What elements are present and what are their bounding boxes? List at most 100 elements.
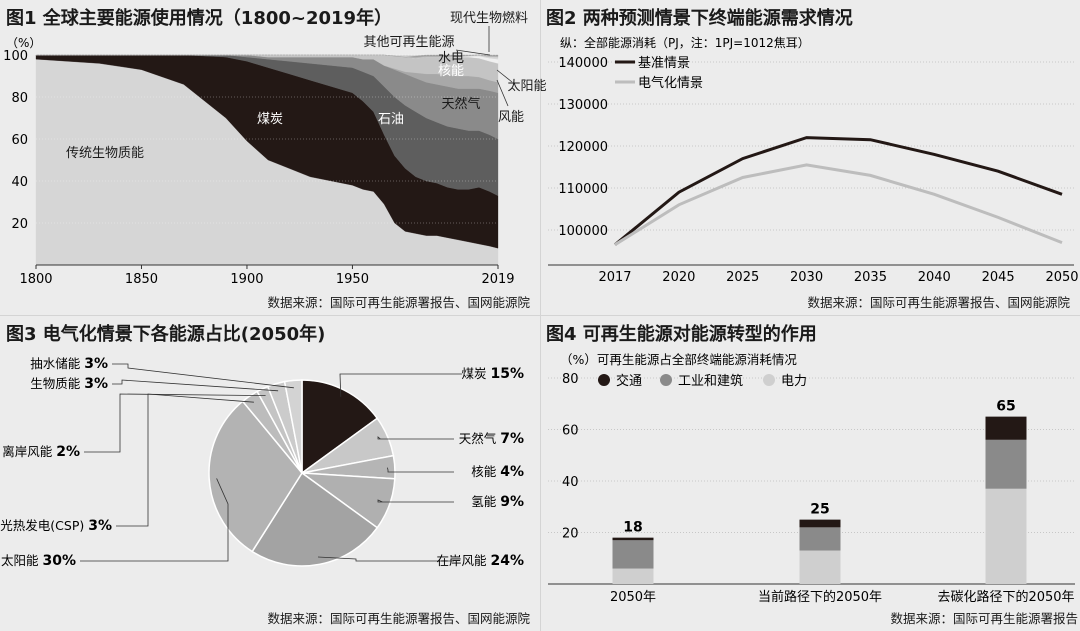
pie-slice-太阳能 [208, 400, 303, 553]
slice-name: 离岸风能 [2, 444, 56, 459]
chart-title: 图1 全球主要能源使用情况（1800~2019年） [6, 8, 393, 29]
line-chart: 纵：全部能源消耗（PJ，注：1PJ=1012焦耳） 140000 130000 120… [548, 35, 1079, 285]
leader-line [496, 79, 509, 107]
y-tick-label: 80 [11, 91, 28, 106]
pie-slice-在岸风能 [251, 471, 379, 567]
bar-segment-交通 [612, 537, 654, 541]
x-tick-label: 2040 [918, 270, 951, 285]
leader-line [84, 393, 266, 453]
chart-title: 图4 可再生能源对能源转型的作用 [546, 324, 817, 345]
area-series-现代生物燃料 [36, 54, 499, 58]
chart-title: 图2 两种预测情景下终端能源需求情况 [546, 8, 853, 29]
slice-name: 核能 [471, 464, 500, 479]
series-label-核能: 核能 [438, 64, 464, 79]
series-label-现代生物燃料: 现代生物燃料 [450, 10, 528, 26]
legend-label: 电气化情景 [638, 75, 703, 91]
x-tick-label: 2025 [726, 270, 759, 285]
chart-source: 数据来源：国际可再生能源署报告、国网能源院 [807, 295, 1070, 310]
bar-chart: （%）可再生能源占全部终端能源消耗情况 80 60 40 20 交通 工业和建筑 电力 18 20… [548, 352, 1075, 605]
slice-name: 抽水储能 [30, 356, 84, 371]
leader-line [455, 49, 491, 56]
series-label-其他可再生能源: 其他可再生能源 [363, 35, 454, 50]
chart-panel-demand-forecast: 图2 两种预测情景下终端能源需求情况 纵：全部能源消耗（PJ，注：1PJ=101… [540, 0, 1080, 315]
bar-total-label: 65 [996, 399, 1015, 415]
leader-line [112, 363, 294, 389]
x-tick-label: 2045 [982, 270, 1015, 285]
slice-label-在岸风能: 在岸风能 24% [437, 553, 525, 569]
x-tick-label: 1850 [125, 272, 158, 287]
leader-line [80, 478, 229, 562]
x-tick-label: 2019 [481, 272, 514, 287]
x-tick-label: 1900 [230, 272, 263, 287]
y-axis-caption: （%）可再生能源占全部终端能源消耗情况 [560, 352, 797, 367]
series-label-煤炭: 煤炭 [257, 112, 283, 127]
x-tick-label: 2030 [790, 270, 823, 285]
chart-source: 数据来源：国际可再生能源署报告、国网能源院 [267, 295, 530, 310]
slice-value: 15% [490, 366, 524, 382]
slice-value: 3% [84, 356, 108, 372]
bar-segment-工业和建筑 [985, 439, 1027, 489]
slice-name: 太阳能 [1, 553, 42, 568]
y-tick-label: 60 [562, 424, 579, 439]
y-tick-label: 40 [11, 175, 28, 190]
x-tick-label: 去碳化路径下的2050年 [937, 589, 1074, 605]
legend-label: 交通 [616, 373, 642, 389]
panel-divider-vertical [540, 0, 541, 631]
chart-panel-energy-share: 图3 电气化情景下各能源占比(2050年) 煤炭 15% 天然气 7% 核能 4% 氢… [0, 316, 540, 631]
slice-label-核能: 核能 4% [471, 464, 524, 480]
series-line-电气化情景 [614, 163, 1063, 246]
slice-value: 7% [500, 431, 524, 447]
x-tick-label: 1800 [19, 272, 52, 287]
series-label-风能: 风能 [498, 110, 524, 125]
y-tick-label: 20 [562, 527, 579, 542]
legend-swatch [763, 374, 775, 386]
leader-line [387, 467, 454, 473]
series-label-天然气: 天然气 [441, 96, 480, 112]
slice-value: 2% [56, 444, 80, 460]
slice-label-太阳能: 太阳能 30% [1, 553, 76, 569]
y-axis-caption: 纵：全部能源消耗（PJ，注：1PJ=1012焦耳） [560, 35, 810, 50]
y-tick-label: 110000 [558, 182, 608, 197]
y-tick-label: 40 [562, 475, 579, 490]
legend-label: 基准情景 [638, 56, 690, 71]
chart-panel-renewable-role: 图4 可再生能源对能源转型的作用 （%）可再生能源占全部终端能源消耗情况 80 60… [540, 316, 1080, 631]
bar-segment-电力 [985, 488, 1027, 584]
chart-source: 数据来源：国际可再生能源署报告、国网能源院 [267, 611, 530, 626]
slice-label-生物质能: 生物质能 3% [30, 376, 108, 392]
y-axis-unit: （%） [6, 36, 41, 50]
y-tick-label: 60 [11, 133, 28, 148]
series-line-基准情景 [614, 136, 1063, 246]
chart-title: 图3 电气化情景下各能源占比(2050年) [6, 324, 326, 345]
legend-label: 电力 [781, 374, 807, 389]
bar-segment-交通 [985, 416, 1027, 440]
y-tick-label: 100 [3, 49, 28, 64]
x-tick-label: 2050年 [610, 590, 656, 605]
bar-segment-电力 [799, 550, 841, 584]
leader-line [377, 499, 454, 503]
slice-name: 煤炭 [462, 366, 491, 381]
x-tick-label: 2035 [854, 270, 887, 285]
leader-line [112, 379, 279, 392]
series-label-太阳能: 太阳能 [507, 79, 546, 94]
x-tick-label: 2020 [662, 270, 695, 285]
y-tick-label: 130000 [558, 98, 608, 113]
x-tick-label: 1950 [336, 272, 369, 287]
x-tick-label: 2050 [1045, 270, 1078, 285]
pie-slice-煤炭 [301, 379, 379, 475]
slice-value: 3% [84, 376, 108, 392]
bar-segment-交通 [799, 519, 841, 528]
slice-label-天然气: 天然气 7% [459, 431, 524, 447]
x-tick-label: 当前路径下的2050年 [758, 589, 882, 605]
y-tick-label: 140000 [558, 56, 608, 71]
y-tick-label: 100000 [558, 224, 608, 239]
bar-segment-电力 [612, 568, 654, 584]
slice-value: 30% [42, 553, 76, 569]
legend-swatch [660, 374, 672, 386]
leader-line [496, 69, 513, 83]
bar-segment-工业和建筑 [799, 527, 841, 551]
slice-label-离岸风能: 离岸风能 2% [2, 444, 80, 460]
slice-label-煤炭: 煤炭 15% [462, 366, 525, 382]
slice-name: 光热发电(CSP) [0, 518, 88, 533]
slice-label-氢能: 氢能 9% [471, 494, 524, 510]
leader-line [116, 393, 254, 527]
